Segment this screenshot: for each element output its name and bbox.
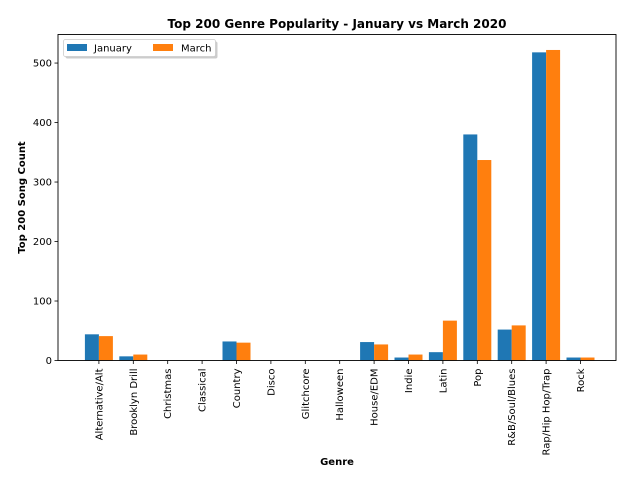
bar-march-10 <box>442 320 457 361</box>
bar-january-9 <box>394 357 409 361</box>
y-axis: 0 100 200 300 400 500 <box>33 59 58 367</box>
y-tick-label: 0 <box>46 356 52 367</box>
x-tick-label: Indie <box>404 369 415 394</box>
plot-area <box>84 49 595 361</box>
y-axis-label: Top 200 Song Count <box>17 141 28 254</box>
x-tick-label: Pop <box>473 369 484 387</box>
x-tick-label: Latin <box>438 369 449 394</box>
x-tick-label: Brooklyn Drill <box>129 369 140 436</box>
y-tick-label: 300 <box>33 178 52 189</box>
bar-january-10 <box>428 352 443 361</box>
bar-march-11 <box>477 160 492 361</box>
y-tick-label: 100 <box>33 297 52 308</box>
x-tick-label: R&B/Soul/Blues <box>507 369 518 446</box>
legend: January March <box>63 39 218 59</box>
bar-march-13 <box>546 49 561 361</box>
bar-march-8 <box>374 344 389 361</box>
bar-march-4 <box>236 342 251 361</box>
bar-january-8 <box>360 342 375 361</box>
x-tick-label: Country <box>232 368 243 408</box>
bar-march-14 <box>580 357 595 361</box>
x-tick-label: Disco <box>266 369 277 396</box>
bar-march-1 <box>133 354 148 361</box>
legend-swatch-january <box>67 44 87 51</box>
y-tick-label: 500 <box>33 59 52 70</box>
x-tick-label: Classical <box>198 369 209 413</box>
x-tick-label: Alternative/Alt <box>94 368 105 440</box>
bar-january-11 <box>463 134 478 361</box>
y-tick-label: 400 <box>33 118 52 129</box>
x-tick-label: Halloween <box>335 369 346 421</box>
bar-march-12 <box>511 325 526 361</box>
legend-box <box>63 39 216 57</box>
x-tick-label: House/EDM <box>370 369 381 426</box>
bar-march-9 <box>408 354 423 361</box>
bar-january-1 <box>119 356 134 361</box>
bar-march-0 <box>98 336 113 361</box>
bar-january-4 <box>222 341 237 361</box>
bar-january-13 <box>532 52 547 361</box>
x-axis: Alternative/Alt Brooklyn Drill Christmas Cl… <box>94 360 587 456</box>
legend-swatch-march <box>153 44 173 51</box>
x-tick-label: Rap/Hip Hop/Trap <box>542 369 553 456</box>
bar-january-12 <box>497 329 512 361</box>
y-tick-label: 200 <box>33 237 52 248</box>
chart-title: Top 200 Genre Popularity - January vs Ma… <box>168 17 507 31</box>
x-tick-label: Glitchcore <box>301 369 312 420</box>
legend-label-january: January <box>93 44 132 55</box>
x-tick-label: Rock <box>576 368 587 392</box>
bar-january-14 <box>566 357 581 361</box>
bar-january-0 <box>84 334 99 361</box>
legend-label-march: March <box>181 44 211 55</box>
x-axis-label: Genre <box>320 457 354 468</box>
plot-frame <box>57 34 617 361</box>
x-tick-label: Christmas <box>163 369 174 419</box>
